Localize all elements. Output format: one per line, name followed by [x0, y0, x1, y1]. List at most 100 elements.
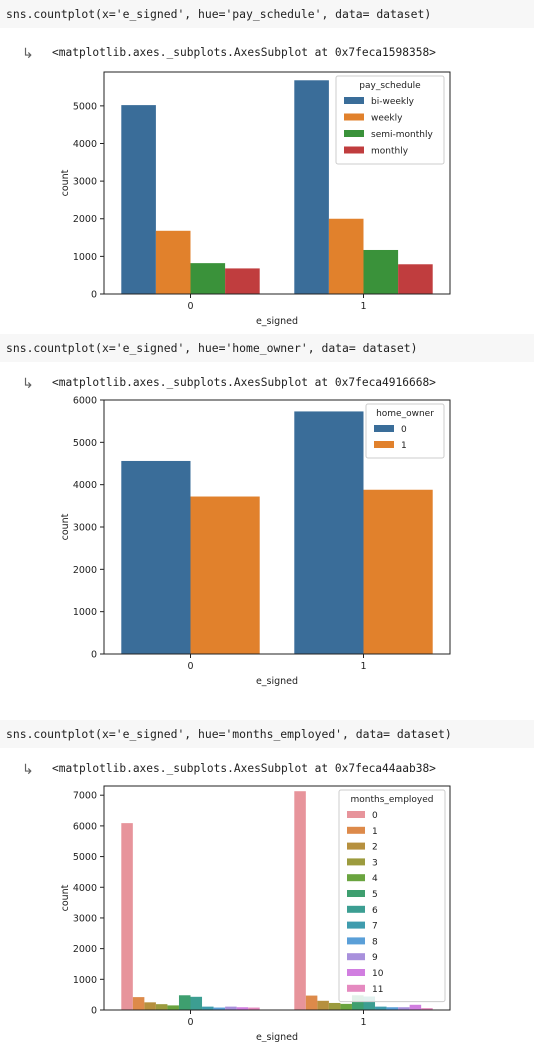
bar-3-1 — [328, 1002, 341, 1010]
bar-11-0 — [248, 1007, 260, 1010]
legend-swatch-0 — [374, 425, 394, 432]
code-cell-3[interactable]: sns.countplot(x='e_signed', hue='months_… — [0, 720, 534, 748]
bar-weekly-1 — [328, 218, 364, 294]
output-text-1: <matplotlib.axes._subplots.AxesSubplot a… — [52, 46, 436, 59]
bar-7-1 — [375, 1006, 387, 1010]
legend-swatch-3 — [347, 858, 365, 866]
bar-1-1 — [305, 995, 318, 1010]
output-arrow-icon: ↳ — [22, 376, 34, 392]
legend-label-monthly: monthly — [371, 147, 409, 157]
bar-8-1 — [386, 1007, 399, 1010]
y-tick-label: 3000 — [73, 913, 97, 924]
y-tick-label: 2000 — [73, 214, 97, 225]
legend-label-2: 2 — [372, 843, 378, 853]
bar-semi-monthly-0 — [190, 263, 226, 294]
bar-2-1 — [317, 1000, 329, 1010]
y-tick-label: 0 — [91, 290, 97, 301]
bar-0-0 — [121, 460, 191, 654]
y-tick-label: 6000 — [73, 396, 97, 407]
bar-6-1 — [363, 996, 376, 1010]
bar-8-0 — [213, 1007, 226, 1010]
bar-monthly-0 — [225, 268, 260, 294]
countplot-pay-schedule: 0 1000 2000 3000 4000 5000 0 1 e_signed count pay_… — [60, 71, 451, 327]
y-tick-label: 0 — [91, 650, 97, 661]
legend-label-1: 1 — [372, 827, 378, 837]
output-text-3: <matplotlib.axes._subplots.AxesSubplot a… — [52, 762, 436, 775]
plot-frame — [103, 785, 451, 1011]
legend-label-10: 10 — [372, 969, 384, 979]
bar-2-0 — [144, 1002, 156, 1010]
bar-3-0 — [155, 1004, 168, 1010]
legend-swatch-1 — [374, 441, 394, 448]
bar-1-0 — [132, 997, 145, 1010]
legend-swatch-11 — [347, 984, 365, 992]
bar-4-0 — [167, 1005, 179, 1010]
legend-swatch-2 — [347, 842, 365, 850]
legend-label-8: 8 — [372, 937, 378, 947]
bar-bi-weekly-1 — [294, 80, 329, 294]
x-tick-label: 1 — [360, 1017, 366, 1028]
bar-10-0 — [236, 1007, 249, 1010]
y-axis-label: count — [60, 513, 71, 540]
x-tick-label: 0 — [187, 1017, 193, 1028]
bar-5-1 — [351, 995, 364, 1010]
y-tick-label: 5000 — [73, 101, 97, 112]
x-axis-label: e_signed — [256, 676, 298, 687]
bar-0-1 — [294, 411, 364, 654]
y-axis-label: count — [60, 884, 71, 911]
x-tick-label: 0 — [187, 301, 193, 312]
legend-label-bi-weekly: bi-weekly — [371, 97, 415, 107]
y-tick-label: 5000 — [73, 438, 97, 449]
y-tick-label: 4000 — [73, 883, 97, 894]
legend-swatch-4 — [347, 874, 365, 882]
bar-6-0 — [190, 996, 203, 1010]
legend-label-weekly: weekly — [371, 114, 403, 124]
legend-label-1: 1 — [401, 441, 407, 451]
bar-4-1 — [340, 1003, 352, 1010]
legend-label-0: 0 — [372, 811, 378, 821]
y-tick-label: 4000 — [73, 480, 97, 491]
legend-label-semi-monthly: semi-monthly — [371, 130, 433, 140]
countplot-months-employed: 0 1000 2000 3000 4000 5000 6000 7000 0 1 e_signed c… — [60, 785, 451, 1042]
legend-swatch-5 — [347, 890, 365, 897]
legend-title: months_employed — [351, 795, 434, 805]
countplot-home-owner: 0 1000 2000 3000 4000 5000 6000 0 1 e_signed count… — [60, 396, 451, 687]
bar-1-0 — [190, 496, 260, 654]
legend-label-5: 5 — [372, 890, 378, 900]
legend-swatch-weekly — [344, 113, 364, 121]
bar-7-0 — [202, 1006, 214, 1010]
legend-swatch-7 — [347, 921, 365, 929]
legend-label-7: 7 — [372, 922, 378, 932]
y-tick-label: 0 — [91, 1006, 97, 1017]
legend-label-9: 9 — [372, 953, 378, 963]
legend-label-0: 0 — [401, 425, 407, 435]
legend-label-3: 3 — [372, 858, 378, 868]
code-cell-2[interactable]: sns.countplot(x='e_signed', hue='home_ow… — [0, 334, 534, 362]
bar-10-1 — [409, 1004, 422, 1010]
legend-swatch-6 — [347, 905, 365, 913]
legend-swatch-semi-monthly — [344, 130, 364, 137]
legend-label-6: 6 — [372, 906, 378, 916]
output-text-2: <matplotlib.axes._subplots.AxesSubplot a… — [52, 376, 436, 389]
legend-label-11: 11 — [372, 985, 383, 995]
x-tick-label: 1 — [360, 301, 366, 312]
y-tick-label: 3000 — [73, 177, 97, 188]
y-tick-label: 1000 — [73, 252, 97, 263]
legend-box — [338, 789, 446, 1003]
x-axis-label: e_signed — [256, 1032, 298, 1042]
legend-swatch-monthly — [344, 146, 364, 154]
legend-title: home_owner — [376, 409, 434, 419]
legend-swatch-8 — [347, 937, 365, 945]
bar-9-0 — [225, 1006, 237, 1010]
code-cell-1[interactable]: sns.countplot(x='e_signed', hue='pay_sch… — [0, 0, 534, 28]
x-tick-label: 1 — [360, 661, 366, 672]
plot-frame — [103, 71, 451, 295]
x-axis-label: e_signed — [256, 316, 298, 327]
y-tick-label: 1000 — [73, 975, 97, 986]
legend-swatch-0 — [347, 811, 365, 818]
bar-9-1 — [398, 1007, 410, 1010]
y-tick-label: 6000 — [73, 821, 97, 832]
y-tick-label: 5000 — [73, 852, 97, 863]
y-tick-label: 4000 — [73, 139, 97, 150]
bar-semi-monthly-1 — [363, 249, 399, 294]
